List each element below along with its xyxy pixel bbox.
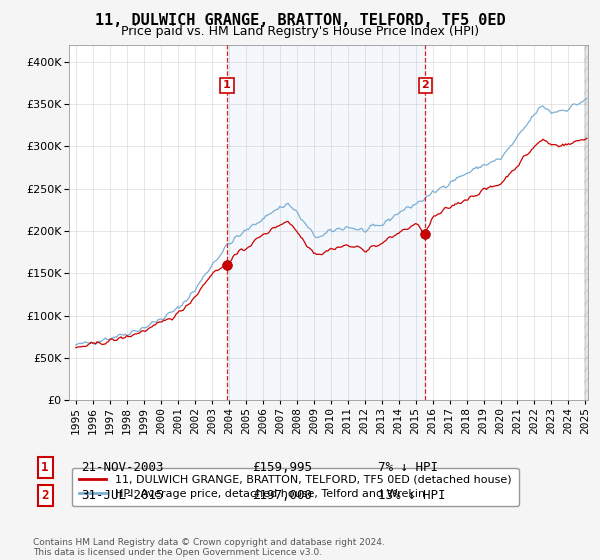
Text: 7% ↓ HPI: 7% ↓ HPI bbox=[378, 461, 438, 474]
Text: 1: 1 bbox=[223, 81, 231, 91]
Text: 2: 2 bbox=[41, 489, 49, 502]
Text: 1: 1 bbox=[41, 461, 49, 474]
Text: £197,000: £197,000 bbox=[252, 489, 312, 502]
Bar bbox=[584, 45, 588, 400]
Bar bbox=[227, 45, 425, 400]
Text: 13% ↓ HPI: 13% ↓ HPI bbox=[378, 489, 445, 502]
Text: 2: 2 bbox=[422, 81, 429, 91]
Text: Contains HM Land Registry data © Crown copyright and database right 2024.
This d: Contains HM Land Registry data © Crown c… bbox=[33, 538, 385, 557]
Text: 11, DULWICH GRANGE, BRATTON, TELFORD, TF5 0ED: 11, DULWICH GRANGE, BRATTON, TELFORD, TF… bbox=[95, 13, 505, 29]
Text: 21-NOV-2003: 21-NOV-2003 bbox=[81, 461, 163, 474]
Text: 31-JUL-2015: 31-JUL-2015 bbox=[81, 489, 163, 502]
Text: Price paid vs. HM Land Registry's House Price Index (HPI): Price paid vs. HM Land Registry's House … bbox=[121, 25, 479, 38]
Legend: 11, DULWICH GRANGE, BRATTON, TELFORD, TF5 0ED (detached house), HPI: Average pri: 11, DULWICH GRANGE, BRATTON, TELFORD, TF… bbox=[72, 468, 518, 506]
Text: £159,995: £159,995 bbox=[252, 461, 312, 474]
